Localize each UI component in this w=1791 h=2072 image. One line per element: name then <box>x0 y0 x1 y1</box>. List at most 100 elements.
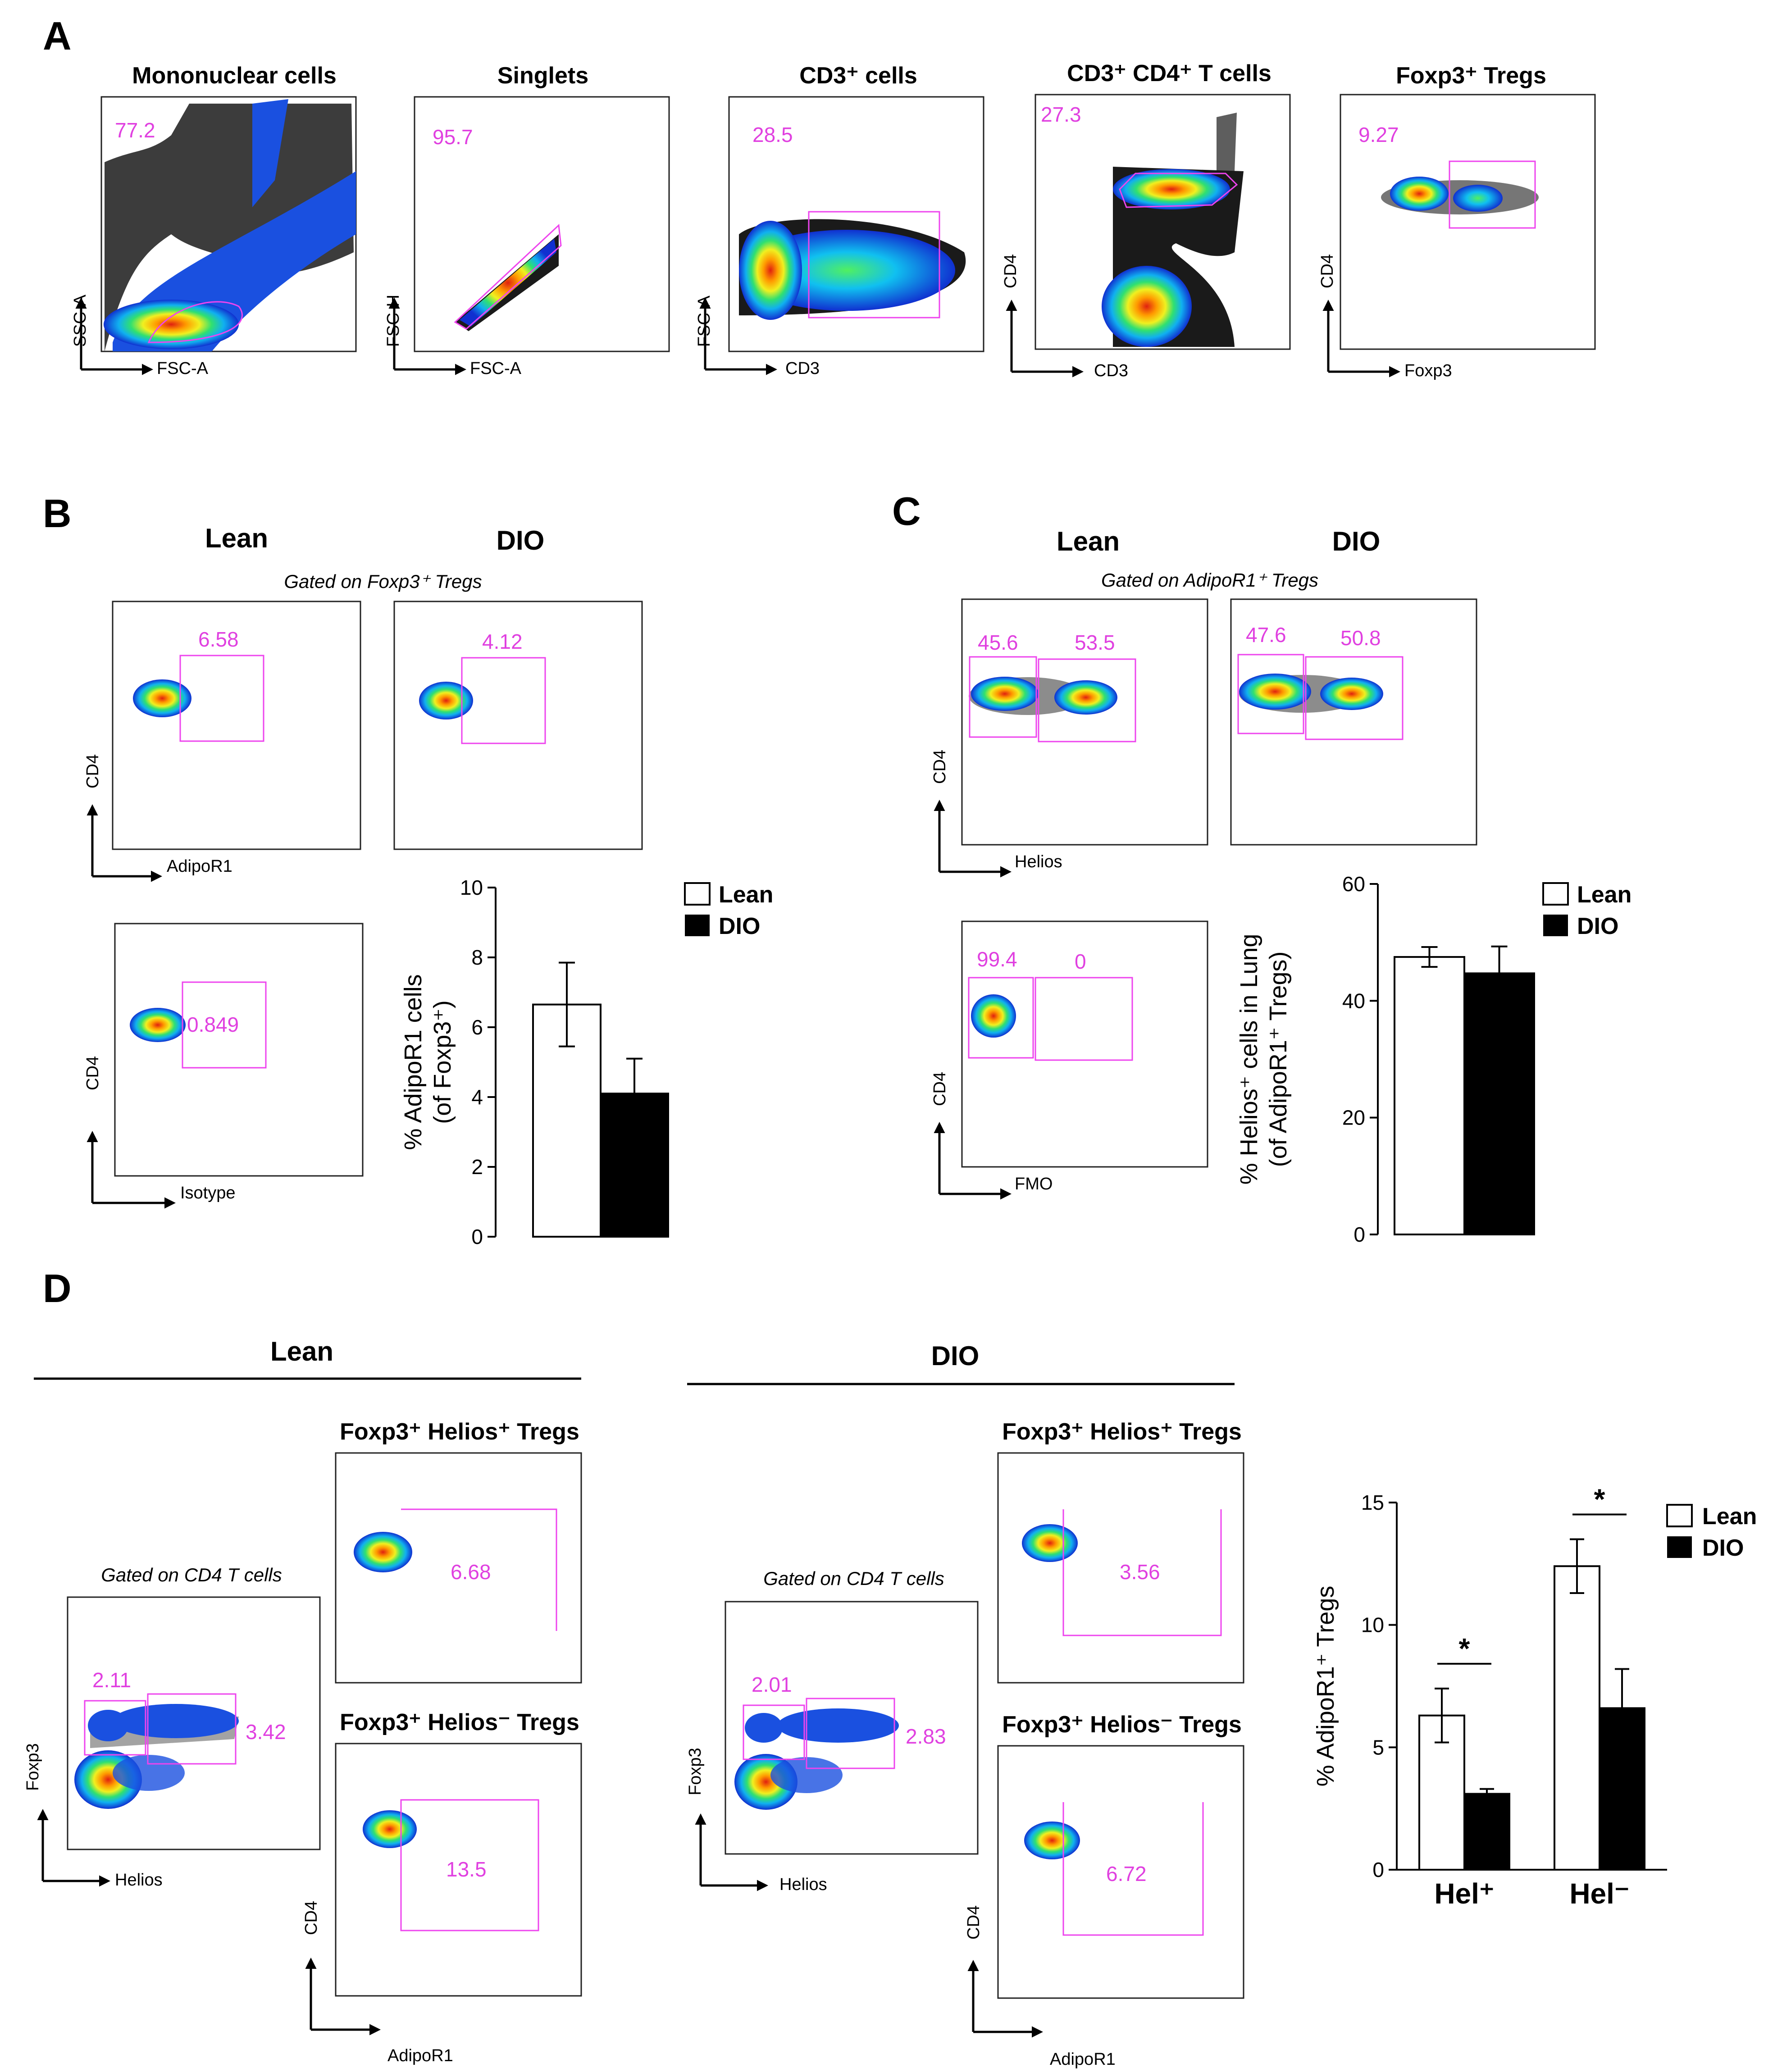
x-axis-label: CD3 <box>1094 361 1128 380</box>
dio-heading: DIO <box>497 525 545 556</box>
x-group-label: Hel⁺ <box>1434 1877 1494 1910</box>
gate-value-left: 99.4 <box>977 947 1017 971</box>
dio-heading: DIO <box>931 1341 980 1371</box>
flow-plot-d-lean-helios-neg: Foxp3⁺ Helios⁻ Tregs 13.5 CD4 AdipoR1 <box>302 1709 582 2065</box>
y-axis-label: Foxp3 <box>686 1748 705 1795</box>
flow-axes-b-top: CD4 AdipoR1 <box>83 754 232 882</box>
gate-value-left: 2.11 <box>92 1668 131 1692</box>
plot-title: Singlets <box>497 63 588 89</box>
gate-value: 6.72 <box>1106 1862 1147 1885</box>
flow-plot-foxp3: Foxp3⁺ Tregs 9.27 CD4 Foxp3 <box>1318 63 1596 380</box>
bar-lean <box>1554 1565 1600 1871</box>
gate-value-right: 50.8 <box>1340 626 1381 650</box>
x-axis-label: Helios <box>1015 852 1062 871</box>
flow-plot-b-lean: 6.58 <box>112 601 361 850</box>
y-axis-label: FSC-H <box>384 295 403 347</box>
y-tick-label: 20 <box>1342 1106 1365 1129</box>
flow-plot-c-dio: 47.6 50.8 <box>1230 598 1477 846</box>
y-tick-label: 40 <box>1342 989 1365 1012</box>
gate-value: 28.5 <box>752 123 793 146</box>
bar-dio <box>1463 972 1535 1235</box>
bar-dio <box>1463 1793 1510 1871</box>
flow-plot-d-dio-main: 2.01 2.83 Foxp3 Helios <box>686 1601 979 1894</box>
x-axis-label: Helios <box>115 1871 163 1890</box>
y-axis-label-sub: (of AdipoR1⁺ Tregs) <box>1265 952 1292 1167</box>
plot-title: CD3⁺ cells <box>799 63 917 89</box>
x-axis-label: Helios <box>779 1875 827 1894</box>
gate-value: 4.12 <box>482 630 523 653</box>
x-group-label: Hel⁻ <box>1569 1877 1629 1910</box>
bar-dio <box>600 1093 669 1238</box>
gate-value-right: 53.5 <box>1075 631 1115 654</box>
y-tick-label: 4 <box>471 1085 483 1109</box>
x-axis-label: Isotype <box>180 1184 236 1202</box>
flow-plot-b-isotype: 0.849 CD4 Isotype <box>83 923 364 1209</box>
gated-on-label: Gated on CD4 T cells <box>763 1568 944 1589</box>
y-axis-label: CD4 <box>1318 254 1337 288</box>
plot-title: Foxp3⁺ Helios⁻ Tregs <box>340 1709 579 1735</box>
gate-value: 13.5 <box>446 1858 487 1881</box>
gate-value-right: 2.83 <box>906 1725 946 1748</box>
x-axis-label: FSC-A <box>157 359 209 378</box>
y-tick-label: 0 <box>1372 1858 1384 1881</box>
y-axis-label: CD4 <box>83 754 102 788</box>
x-axis-label: Foxp3 <box>1404 361 1452 380</box>
flow-plot-singlets: Singlets 95.7 FSC-H FSC-A <box>384 63 670 378</box>
y-tick-label: 60 <box>1342 872 1365 896</box>
y-axis-label: CD4 <box>83 1056 102 1090</box>
lean-heading: Lean <box>1057 526 1120 556</box>
y-axis-label: FSC-A <box>695 295 714 347</box>
flow-axes-c-top: CD4 Helios <box>930 750 1062 878</box>
y-tick-label: 8 <box>471 946 483 969</box>
legend-lean: Lean <box>1577 882 1631 908</box>
y-tick-label: 0 <box>471 1225 483 1248</box>
gate-value-right: 3.42 <box>246 1720 286 1744</box>
legend-d: Lean DIO <box>1666 1503 1757 1561</box>
y-tick-label: 5 <box>1372 1735 1384 1759</box>
plot-title: CD3⁺ CD4⁺ T cells <box>1067 60 1271 87</box>
y-axis-label: % AdipoR1 cells <box>400 974 427 1150</box>
flow-plot-cd3-cd4: CD3⁺ CD4⁺ T cells 27.3 CD4 CD3 <box>1001 60 1291 380</box>
flow-plot-c-lean: 45.6 53.5 <box>961 598 1208 846</box>
gate-value: 3.56 <box>1120 1560 1160 1584</box>
plot-title: Foxp3⁺ Helios⁺ Tregs <box>340 1419 579 1445</box>
flow-plot-cd3: CD3⁺ cells 28.5 FSC-A CD3 <box>695 63 984 378</box>
bar-dio <box>1599 1707 1645 1871</box>
gate-value: 95.7 <box>433 125 473 149</box>
gate-value-left: 45.6 <box>978 631 1018 654</box>
panel-letter-a: A <box>43 14 72 58</box>
plot-title: Foxp3⁺ Helios⁺ Tregs <box>1002 1419 1242 1445</box>
x-axis-label: AdipoR1 <box>387 2046 453 2065</box>
gate-value-left: 2.01 <box>752 1673 792 1696</box>
gate-value-left: 47.6 <box>1246 623 1286 647</box>
x-axis-label: FSC-A <box>470 359 522 378</box>
plot-title: Foxp3⁺ Tregs <box>1396 63 1546 89</box>
y-tick-label: 10 <box>1361 1613 1384 1637</box>
bar-chart-b: 0 2 4 6 8 10 % AdipoR1 cells (of Foxp3⁺) <box>400 876 669 1248</box>
y-axis-label: CD4 <box>964 1905 983 1940</box>
flow-plot-d-dio-helios-neg: Foxp3⁺ Helios⁻ Tregs 6.72 CD4 AdipoR1 <box>964 1712 1244 2069</box>
flow-plot-b-dio: 4.12 <box>393 601 643 850</box>
y-axis-label: CD4 <box>930 750 949 784</box>
flow-plot-d-lean-main: 2.11 3.42 Foxp3 Helios <box>23 1596 321 1890</box>
y-axis-label: % Helios⁺ cells in Lung <box>1235 934 1262 1185</box>
legend-dio: DIO <box>1702 1535 1744 1561</box>
y-axis-label: CD4 <box>930 1072 949 1106</box>
gate-value: 27.3 <box>1041 103 1081 126</box>
significance-star: * <box>1594 1483 1605 1516</box>
gate-value-right: 0 <box>1075 950 1086 973</box>
bar-lean <box>1394 956 1465 1235</box>
bar-chart-c: 0 20 40 60 % Helios⁺ cells in Lung (of AdipoR… <box>1235 872 1535 1246</box>
flow-plot-mononuclear: Mononuclear cells 77.2 SSC-A FSC-A <box>71 63 357 378</box>
y-tick-label: 0 <box>1354 1223 1365 1246</box>
y-axis-label: CD4 <box>1001 254 1020 288</box>
bar-chart-d: 0 5 10 15 * Hel⁺ * Hel⁻ % AdipoR1⁺ Tregs <box>1312 1483 1667 1910</box>
plot-title: Foxp3⁺ Helios⁻ Tregs <box>1002 1712 1242 1738</box>
gate-value: 6.68 <box>451 1560 491 1584</box>
flow-plot-d-dio-helios-pos: Foxp3⁺ Helios⁺ Tregs 3.56 <box>997 1419 1244 1684</box>
x-axis-label: AdipoR1 <box>167 857 232 876</box>
plot-title: Mononuclear cells <box>132 63 337 89</box>
panel-letter-b: B <box>43 491 72 536</box>
gated-on-label: Gated on CD4 T cells <box>101 1564 282 1585</box>
